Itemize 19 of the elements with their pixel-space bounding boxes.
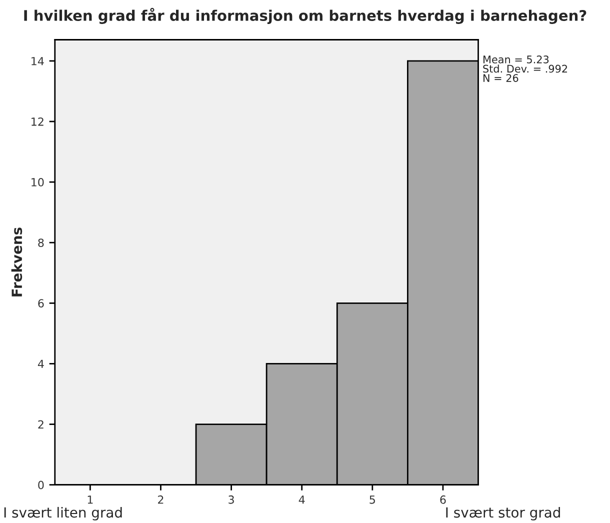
x-tick-label: 3 (228, 495, 234, 504)
y-tick-label: 6 (38, 299, 44, 308)
y-tick-label: 4 (38, 360, 44, 368)
y-axis-title: Frekvens (11, 228, 22, 296)
text: I svært liten grad (4, 506, 122, 520)
y-tick-label: 0 (38, 480, 44, 490)
x-tick-label: 5 (370, 496, 375, 504)
x-tick-label: 1 (88, 496, 93, 504)
x-tick-label: 2 (158, 495, 164, 504)
y-tick-label: 12 (32, 117, 44, 126)
text: I svært stor grad (446, 506, 560, 520)
y-tick-label: 8 (38, 238, 44, 247)
y-tick-label: 2 (38, 420, 44, 428)
y-tick-label: 14 (32, 57, 44, 66)
text: Mean = 5.23 Std. Dev. = .992 N = 26 (483, 56, 568, 82)
chart-title: I hvilken grad får du informasjon om barnets hverdag i barnehagen? (24, 8, 586, 24)
x-tick-label: 4 (298, 496, 305, 504)
x-tick-label: 6 (440, 495, 446, 504)
y-tick-label: 10 (32, 178, 44, 186)
